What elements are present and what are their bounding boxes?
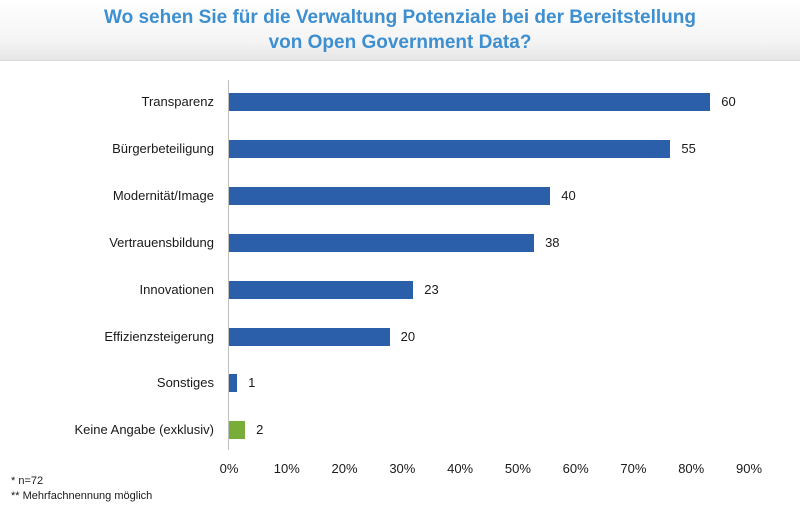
footnote-sample-size: * n=72 xyxy=(11,475,44,487)
data-label: 1 xyxy=(248,375,256,391)
chart-title: Wo sehen Sie für die Verwaltung Potenzia… xyxy=(0,5,800,55)
data-label: 23 xyxy=(424,281,439,297)
category-label: Sonstiges xyxy=(156,375,214,391)
bar xyxy=(229,374,238,393)
bar xyxy=(229,327,390,346)
bar xyxy=(229,186,551,205)
bar xyxy=(229,139,671,158)
x-tick-label: 0% xyxy=(219,461,239,476)
category-axis-line xyxy=(228,80,229,450)
x-tick-label: 40% xyxy=(447,461,474,476)
data-label: 2 xyxy=(256,422,264,438)
bar xyxy=(229,280,414,299)
x-tick-label: 80% xyxy=(678,461,705,476)
footnote-multiple-answers: ** Mehrfachnennung möglich xyxy=(11,490,153,502)
category-label: Bürgerbeteiligung xyxy=(112,140,214,156)
category-label: Transparenz xyxy=(141,94,215,109)
bar xyxy=(229,421,246,440)
category-label: Modernität/Image xyxy=(112,187,214,203)
x-tick-label: 60% xyxy=(562,461,589,476)
data-label: 38 xyxy=(545,234,560,250)
data-label: 40 xyxy=(561,187,576,203)
x-tick-label: 30% xyxy=(389,461,416,476)
data-label: 20 xyxy=(400,328,416,344)
data-label: 55 xyxy=(681,140,696,156)
data-label: 60 xyxy=(721,94,736,109)
x-tick-label: 50% xyxy=(504,461,531,476)
x-tick-label: 10% xyxy=(273,461,300,476)
chart-title-line-2: von Open Government Data? xyxy=(268,32,532,53)
category-label: Innovationen xyxy=(139,281,214,297)
x-tick-label: 20% xyxy=(331,461,358,476)
bar xyxy=(229,233,535,252)
chart-title-line-1: Wo sehen Sie für die Verwaltung Potenzia… xyxy=(104,7,696,28)
bar xyxy=(229,93,711,111)
title-band xyxy=(0,0,800,61)
category-label: Keine Angabe (exklusiv) xyxy=(74,422,214,438)
category-label: Effizienzsteigerung xyxy=(104,328,214,344)
x-tick-label: 70% xyxy=(620,461,647,476)
category-label: Vertrauensbildung xyxy=(109,234,214,250)
x-tick-label: 90% xyxy=(735,461,763,476)
